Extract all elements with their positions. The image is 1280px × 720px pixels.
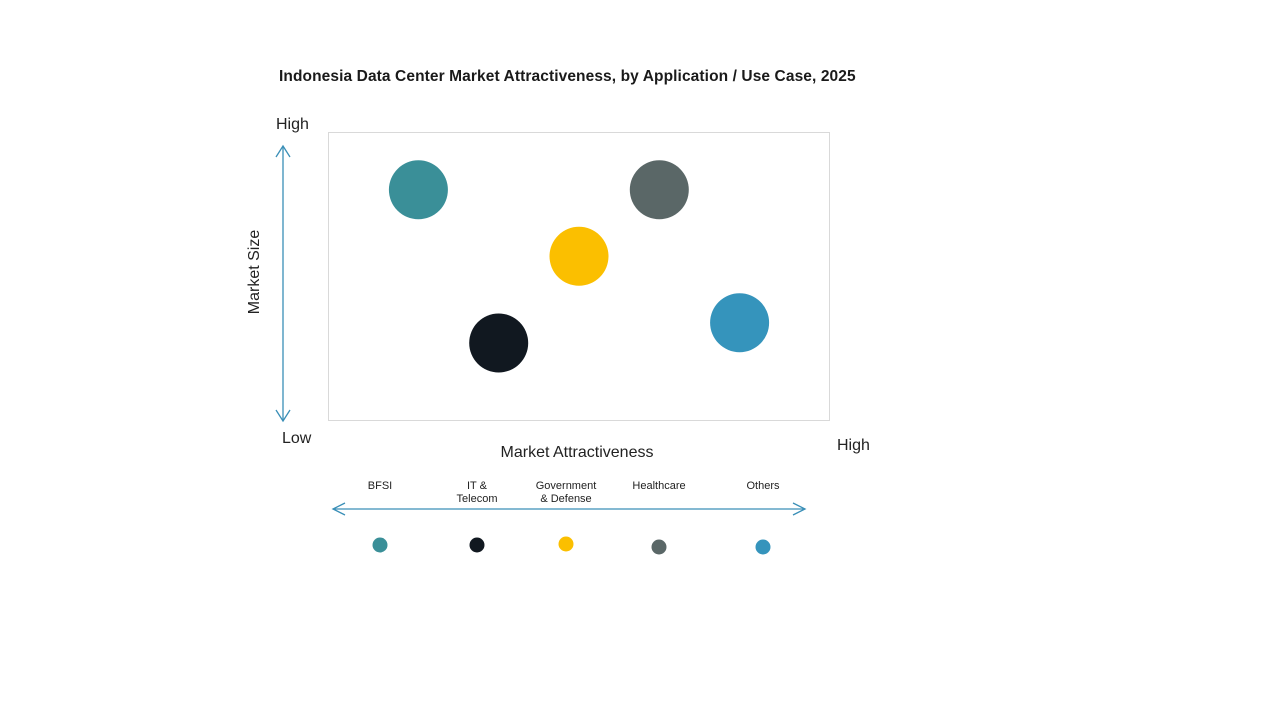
- bubble-it-telecom: [469, 313, 529, 373]
- legend-label-others: Others: [746, 480, 780, 492]
- legend-label-bfsi: BFSI: [367, 480, 393, 492]
- chart-title: Indonesia Data Center Market Attractiven…: [279, 68, 856, 85]
- legend-markers: [372, 536, 771, 555]
- x-axis-title: Market Attractiveness: [500, 444, 654, 461]
- bubble-healthcare: [629, 160, 689, 220]
- legend-arrow: [331, 502, 807, 516]
- legend-dot-it-telecom: [469, 537, 485, 553]
- legend-dot-others: [755, 539, 771, 555]
- legend-label-it-telecom: IT & Telecom: [456, 480, 498, 505]
- plot-area: [328, 132, 830, 421]
- bubble-government-defense: [549, 226, 609, 286]
- y-axis-high-label: High: [276, 116, 309, 133]
- legend-dot-bfsi: [372, 537, 388, 553]
- axis-low-label: Low: [282, 430, 312, 447]
- legend-dot-healthcare: [651, 539, 667, 555]
- legend-label-government-defense: Government & Defense: [535, 480, 597, 505]
- legend-dot-government-defense: [558, 536, 574, 552]
- legend-label-healthcare: Healthcare: [632, 480, 686, 492]
- y-axis-arrow: [275, 144, 291, 423]
- x-axis-high-label: High: [837, 437, 870, 454]
- bubble-others: [710, 293, 770, 353]
- bubble-series: [388, 160, 770, 373]
- bubble-bfsi: [388, 160, 448, 220]
